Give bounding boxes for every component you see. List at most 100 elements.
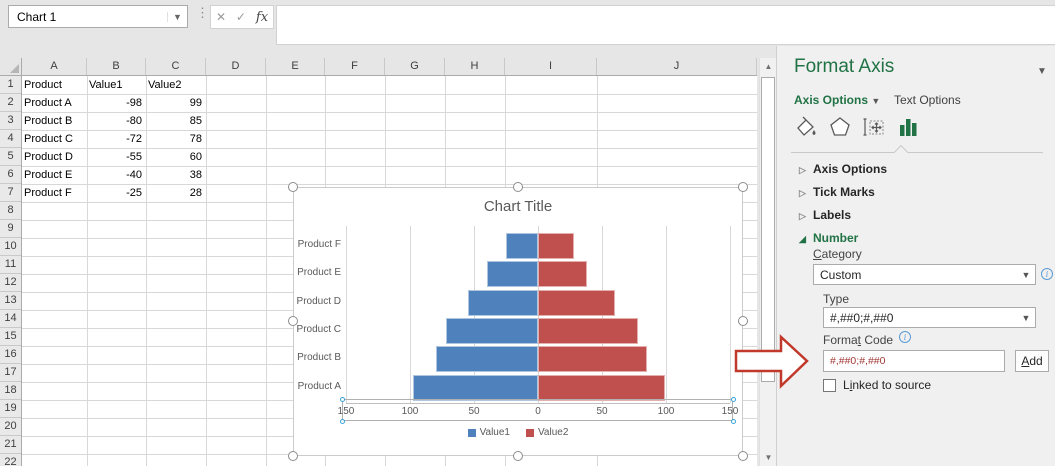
chevron-down-icon[interactable]: ▼ xyxy=(1021,269,1031,280)
chart-legend[interactable]: Value1 Value2 xyxy=(294,427,742,438)
expand-icon[interactable]: ▷ xyxy=(799,165,806,175)
row-header-17[interactable]: 17 xyxy=(0,364,21,382)
column-header-b[interactable]: B xyxy=(87,58,146,75)
axis-selection-handle[interactable] xyxy=(340,397,345,402)
grid-cell[interactable]: Value1 xyxy=(89,79,123,91)
row-header-13[interactable]: 13 xyxy=(0,292,21,310)
chart-title[interactable]: Chart Title xyxy=(483,198,553,215)
scroll-down-icon[interactable]: ▼ xyxy=(764,453,773,462)
chart-selection-handle[interactable] xyxy=(288,316,298,326)
chart-selection-handle[interactable] xyxy=(513,451,523,461)
section-axis-options[interactable]: ▷ Axis Options xyxy=(799,162,887,176)
x-tick-label[interactable]: 150 xyxy=(721,406,739,417)
column-header-g[interactable]: G xyxy=(385,58,445,75)
category-label[interactable]: Product F xyxy=(297,239,341,250)
vertical-scrollbar[interactable]: ▲ ▼ xyxy=(759,58,776,466)
x-tick-label[interactable]: 50 xyxy=(596,406,608,417)
axis-selection-box[interactable] xyxy=(340,397,736,424)
collapse-icon[interactable]: ◢ xyxy=(799,234,806,244)
chevron-down-icon[interactable]: ▼ xyxy=(871,96,881,106)
formula-bar-input[interactable] xyxy=(276,5,1055,45)
grid-cell[interactable]: 99 xyxy=(189,97,202,109)
fill-line-icon[interactable] xyxy=(791,112,821,142)
grid-cell[interactable]: Value2 xyxy=(148,79,182,91)
x-tick-label[interactable]: 0 xyxy=(535,406,541,417)
column-header-c[interactable]: C xyxy=(146,58,206,75)
chart-selection-handle[interactable] xyxy=(288,182,298,192)
grid-cell[interactable]: 85 xyxy=(189,115,202,127)
row-header-12[interactable]: 12 xyxy=(0,274,21,292)
chart[interactable]: Chart Title Product F Product E Product D P… xyxy=(288,182,748,461)
select-all-corner[interactable] xyxy=(0,58,22,76)
name-box[interactable]: Chart 1 ▼ xyxy=(8,5,188,28)
bar-value1-product-f[interactable] xyxy=(506,233,538,259)
grid-cell[interactable]: 78 xyxy=(189,133,202,145)
insert-function-icon[interactable]: fx xyxy=(255,9,269,25)
section-number[interactable]: ◢ Number xyxy=(799,231,858,245)
grid-cell[interactable]: -98 xyxy=(126,97,142,109)
x-tick-label[interactable]: 150 xyxy=(337,406,355,417)
column-header-i[interactable]: I xyxy=(505,58,597,75)
row-header-15[interactable]: 15 xyxy=(0,328,21,346)
separator-dots-icon[interactable]: ⋮ xyxy=(196,5,209,20)
row-header-1[interactable]: 1 xyxy=(0,76,21,94)
scrollbar-thumb[interactable] xyxy=(761,77,775,382)
x-tick-label[interactable]: 50 xyxy=(468,406,480,417)
category-label[interactable]: Product E xyxy=(297,267,341,279)
bar-value2-product-d[interactable] xyxy=(538,289,615,316)
format-code-input[interactable] xyxy=(823,350,1005,372)
tab-axis-options[interactable]: Axis Options ▼ xyxy=(794,93,880,107)
chart-selection-handle[interactable] xyxy=(738,451,748,461)
column-header-a[interactable]: A xyxy=(22,58,87,75)
grid-cell[interactable]: -55 xyxy=(126,151,142,163)
section-labels[interactable]: ▷ Labels xyxy=(799,208,851,222)
row-header-20[interactable]: 20 xyxy=(0,418,21,436)
section-tick-marks[interactable]: ▷ Tick Marks xyxy=(799,185,875,199)
legend-item-value2[interactable]: Value2 xyxy=(526,427,568,438)
row-header-7[interactable]: 7 xyxy=(0,184,21,202)
grid-cell[interactable]: 38 xyxy=(189,169,202,181)
axis-selection-handle[interactable] xyxy=(731,397,736,402)
category-label[interactable]: Product A xyxy=(297,380,341,392)
x-tick-label[interactable]: 100 xyxy=(657,406,675,417)
grid-cell[interactable]: -25 xyxy=(126,187,142,199)
pane-menu-icon[interactable]: ▼ xyxy=(1037,66,1047,77)
info-icon[interactable]: i xyxy=(899,331,911,343)
category-label[interactable]: Product D xyxy=(296,295,341,307)
bar-value1-product-d[interactable] xyxy=(467,289,538,316)
column-header-h[interactable]: H xyxy=(445,58,505,75)
row-header-10[interactable]: 10 xyxy=(0,238,21,256)
info-icon[interactable]: i xyxy=(1041,268,1053,280)
column-header-j[interactable]: J xyxy=(597,58,757,75)
cancel-icon[interactable]: ✕ xyxy=(215,10,227,24)
column-header-f[interactable]: F xyxy=(325,58,385,75)
bar-value1-product-a[interactable] xyxy=(412,374,538,401)
row-header-21[interactable]: 21 xyxy=(0,436,21,454)
row-header-11[interactable]: 11 xyxy=(0,256,21,274)
grid-cell[interactable]: Product B xyxy=(24,115,73,127)
chevron-down-icon[interactable]: ▼ xyxy=(1021,312,1031,323)
row-header-9[interactable]: 9 xyxy=(0,220,21,238)
row-header-18[interactable]: 18 xyxy=(0,382,21,400)
row-header-5[interactable]: 5 xyxy=(0,148,21,166)
axis-selection-handle[interactable] xyxy=(731,419,736,424)
row-header-6[interactable]: 6 xyxy=(0,166,21,184)
effects-icon[interactable] xyxy=(825,112,855,142)
row-header-8[interactable]: 8 xyxy=(0,202,21,220)
grid-cell[interactable]: -72 xyxy=(126,133,142,145)
tab-text-options[interactable]: Text Options xyxy=(894,93,961,107)
chart-x-axis-line[interactable] xyxy=(346,403,730,404)
grid-cell[interactable]: 60 xyxy=(189,151,202,163)
row-header-22[interactable]: 22 xyxy=(0,454,21,466)
category-select[interactable]: Custom ▼ xyxy=(813,264,1036,285)
row-header-4[interactable]: 4 xyxy=(0,130,21,148)
linked-to-source-checkbox[interactable] xyxy=(823,379,836,392)
bar-value2-product-b[interactable] xyxy=(538,346,647,373)
grid-cell[interactable]: Product E xyxy=(24,169,73,181)
bar-value2-product-e[interactable] xyxy=(538,261,587,288)
chart-selection-handle[interactable] xyxy=(738,316,748,326)
size-properties-icon[interactable] xyxy=(859,112,889,142)
category-label[interactable]: Product B xyxy=(297,352,341,364)
grid-cell[interactable]: Product F xyxy=(24,187,72,199)
grid-cell[interactable]: Product C xyxy=(24,133,73,145)
